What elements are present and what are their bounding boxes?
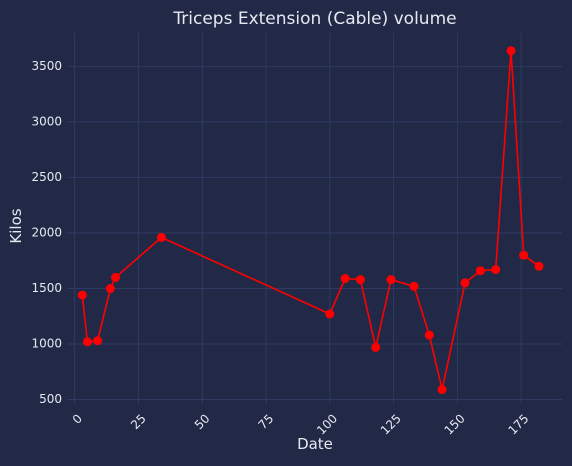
data-point xyxy=(386,275,396,285)
data-point xyxy=(371,342,381,352)
data-point xyxy=(519,250,529,260)
data-point xyxy=(424,330,434,340)
data-point xyxy=(409,281,419,291)
data-point xyxy=(325,309,335,319)
y-tick-label: 3000 xyxy=(31,114,62,128)
y-tick-label: 2000 xyxy=(31,225,62,239)
data-point xyxy=(111,272,120,282)
y-tick-label: 1000 xyxy=(31,337,62,351)
y-tick-label: 500 xyxy=(39,392,62,406)
grid-lines xyxy=(67,33,562,404)
y-axis-title: Kilos xyxy=(7,208,25,243)
data-point xyxy=(156,232,166,242)
chart-title: Triceps Extension (Cable) volume xyxy=(172,9,456,29)
data-point xyxy=(105,284,115,293)
y-tick-label: 2500 xyxy=(31,170,62,184)
data-point xyxy=(491,265,501,275)
data-point xyxy=(93,336,103,346)
data-point xyxy=(534,261,544,271)
data-point xyxy=(506,46,516,56)
y-tick-label: 3500 xyxy=(31,59,62,73)
data-point xyxy=(475,266,485,276)
x-axis-title: Date xyxy=(297,435,333,453)
data-point xyxy=(77,290,87,300)
data-series xyxy=(77,46,544,395)
data-point xyxy=(460,278,470,288)
data-point xyxy=(437,385,447,395)
y-tick-label: 1500 xyxy=(31,281,62,295)
data-point xyxy=(355,275,365,285)
data-point xyxy=(340,274,350,283)
data-point xyxy=(82,337,92,347)
